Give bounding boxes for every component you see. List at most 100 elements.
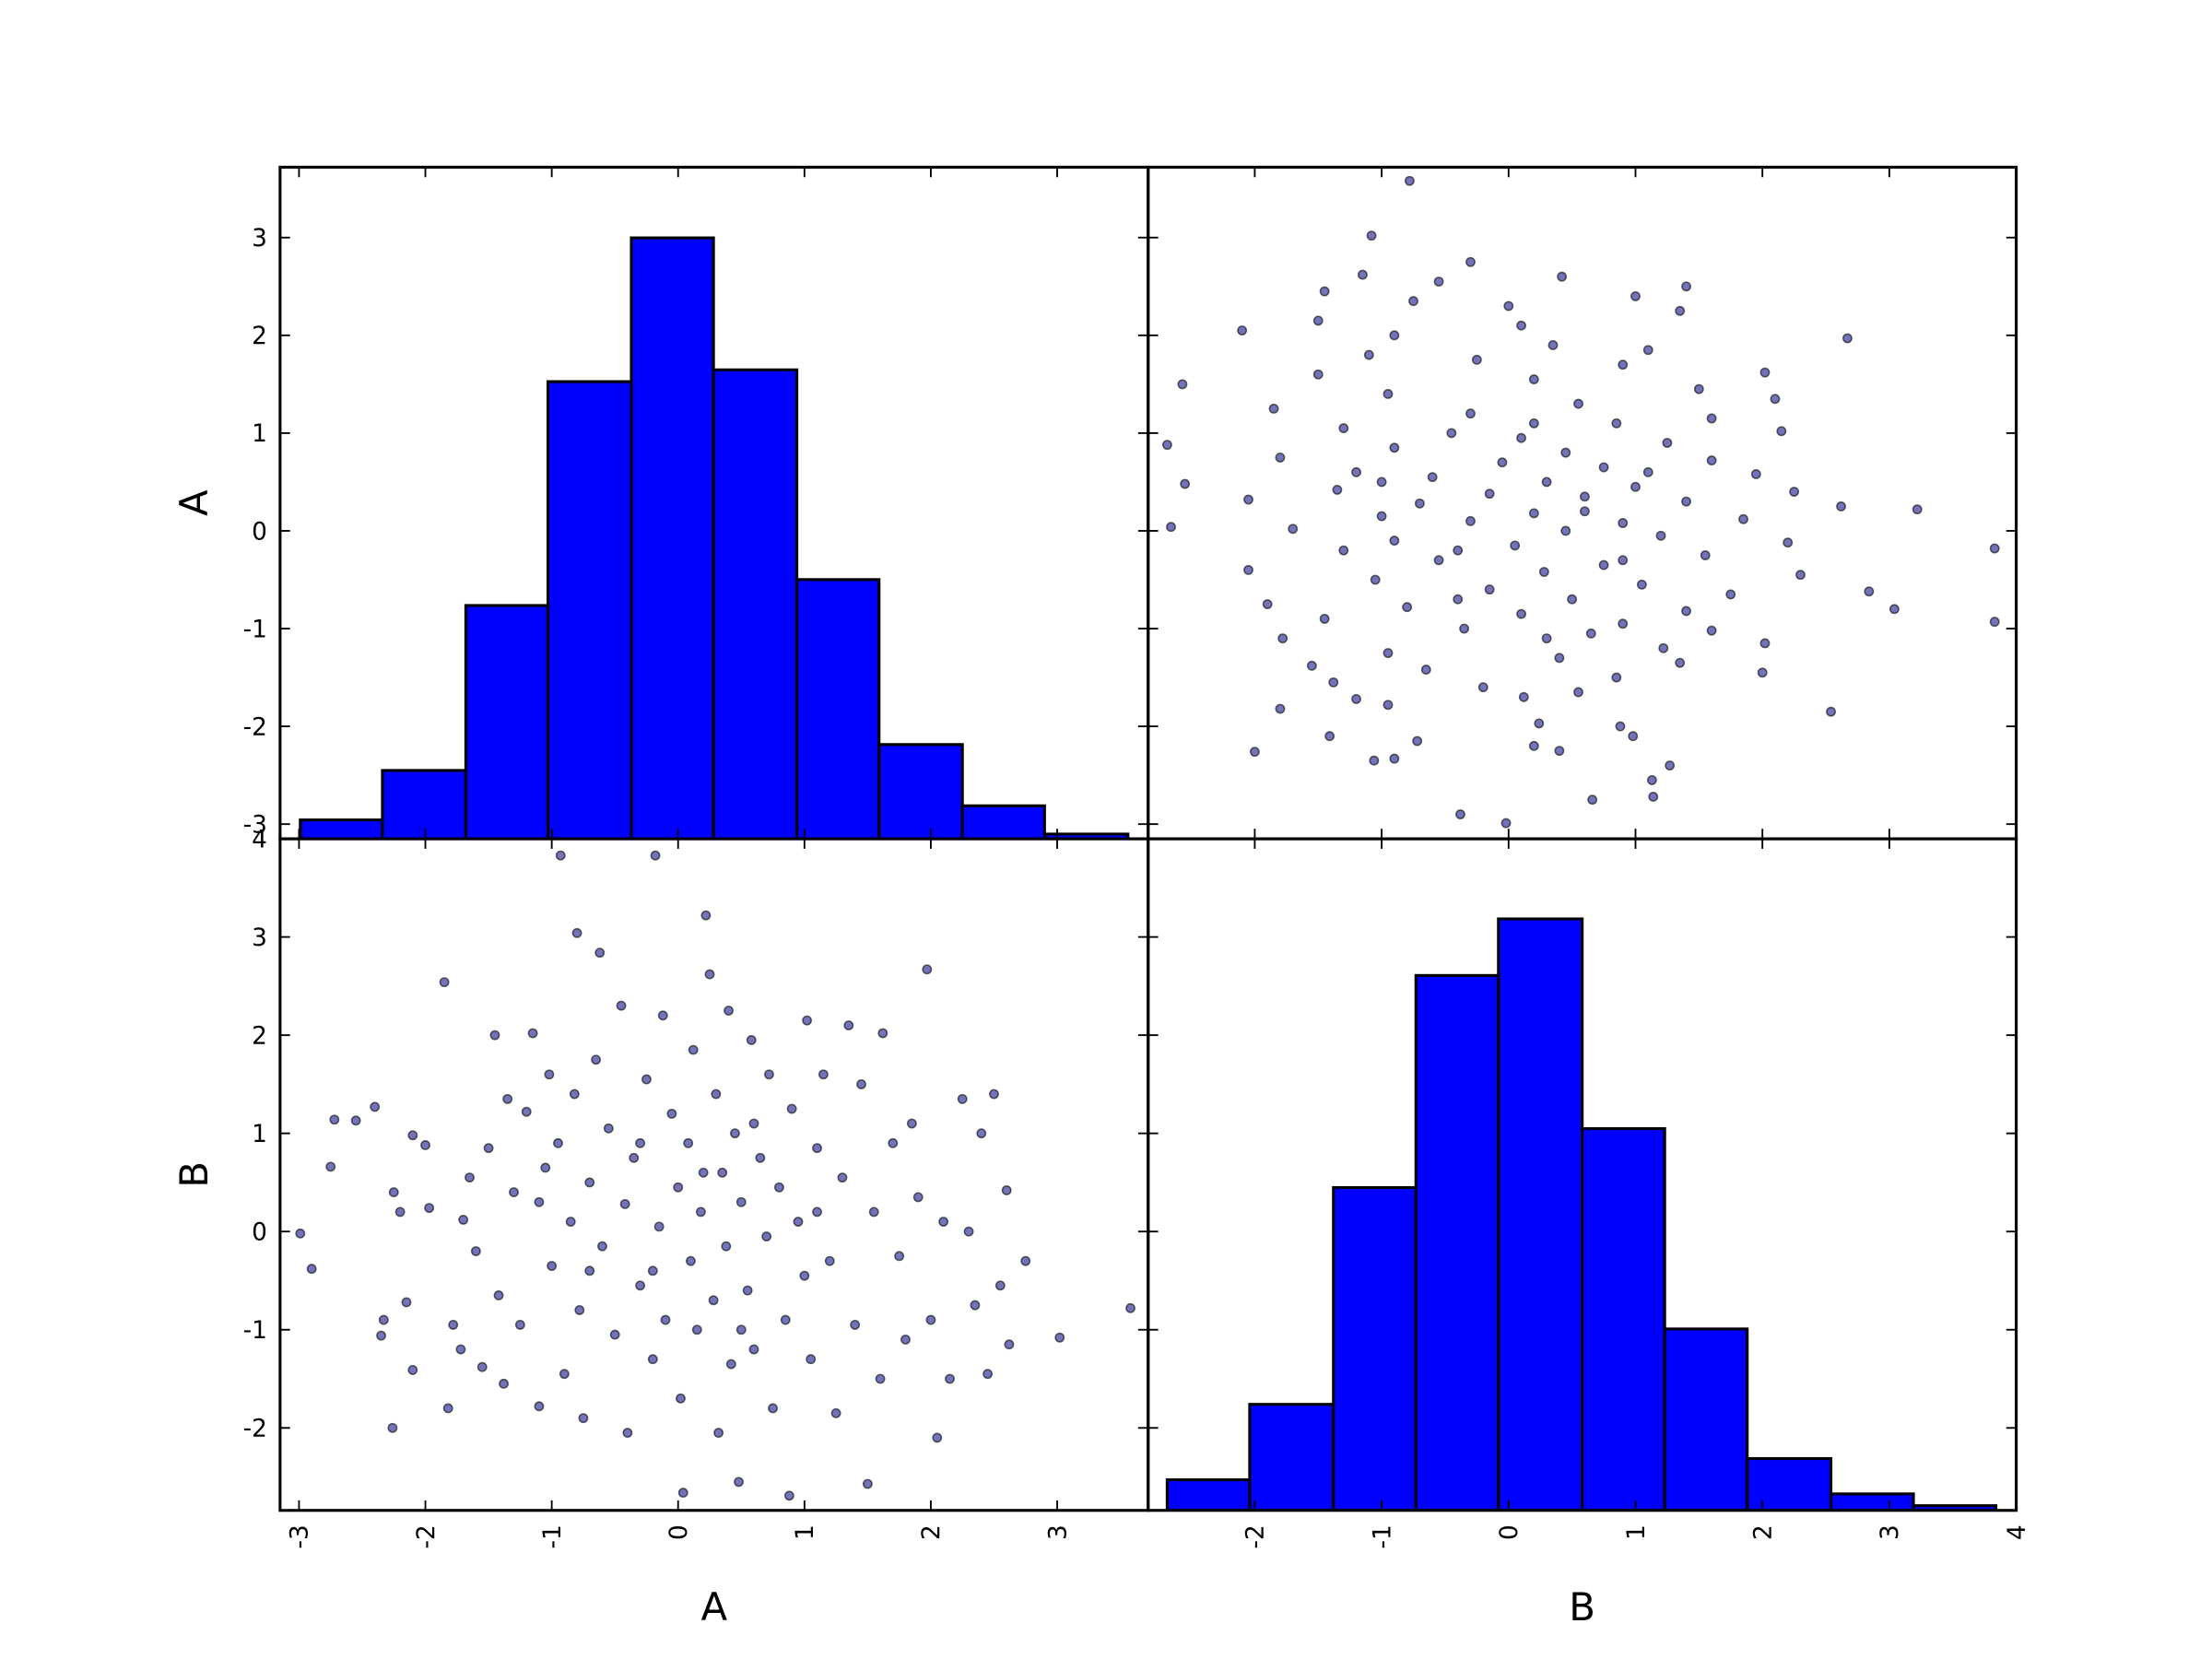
point [660, 1314, 671, 1325]
x-tick-label: 1 [1623, 1524, 1651, 1540]
point [1528, 508, 1539, 519]
point [1484, 488, 1495, 500]
point [1389, 535, 1400, 546]
point [1420, 665, 1431, 676]
point [932, 1432, 943, 1443]
point [1842, 333, 1853, 344]
point [1611, 418, 1622, 429]
x-tick-label: -3 [287, 1524, 314, 1548]
point [647, 1354, 658, 1365]
hist-bar [464, 604, 550, 840]
panel-content [299, 236, 1130, 840]
point [1706, 413, 1717, 424]
point [1538, 567, 1549, 577]
point [695, 1206, 706, 1218]
point [1655, 530, 1666, 541]
point [1836, 501, 1846, 512]
point [1912, 504, 1923, 515]
point [594, 947, 606, 959]
point [1125, 1302, 1135, 1313]
hist-bar [1912, 1504, 1998, 1511]
point [1618, 555, 1629, 566]
hist-bar [299, 818, 384, 840]
point [1706, 455, 1717, 466]
point [700, 910, 712, 921]
point [773, 1182, 784, 1193]
point [1376, 477, 1387, 488]
hist-bar [381, 769, 467, 840]
point [1453, 594, 1464, 605]
hist-bar [1746, 1456, 1833, 1511]
y-tick-label: -2 [243, 713, 267, 741]
point [1557, 271, 1568, 282]
point [424, 1203, 435, 1214]
point [856, 1078, 866, 1089]
point [578, 1413, 589, 1424]
point [521, 1106, 532, 1117]
point [1277, 633, 1288, 644]
point [555, 850, 566, 861]
point [1618, 618, 1629, 629]
point [1681, 606, 1692, 617]
point [900, 1334, 911, 1345]
point [1618, 518, 1629, 528]
point [420, 1140, 430, 1150]
point [1675, 305, 1686, 316]
point [970, 1300, 981, 1311]
point [540, 1162, 551, 1173]
point [1658, 642, 1669, 653]
point [994, 1280, 1006, 1291]
point [786, 1103, 797, 1114]
point [812, 1143, 822, 1154]
point [1312, 315, 1324, 326]
point [1177, 379, 1188, 390]
point [1180, 478, 1191, 489]
point [1510, 540, 1521, 551]
point [780, 1314, 791, 1325]
point [976, 1128, 987, 1139]
point [657, 1010, 668, 1021]
y-tick-label: 1 [252, 1121, 267, 1148]
hist-bar [1663, 1327, 1749, 1511]
point [746, 1035, 757, 1045]
point [499, 1378, 509, 1389]
point [748, 1344, 759, 1355]
point [388, 1187, 399, 1198]
y-tick-label: 3 [252, 924, 267, 952]
point [1598, 559, 1609, 571]
point [666, 1108, 677, 1119]
point [1408, 296, 1418, 307]
point [439, 977, 450, 988]
point [544, 1069, 555, 1080]
point [1789, 487, 1800, 497]
y-tick-label: -2 [243, 1416, 267, 1443]
point [1389, 330, 1400, 341]
x-tick-label: -1 [1369, 1524, 1396, 1548]
x-tick-label: 3 [1877, 1524, 1904, 1540]
point [401, 1297, 412, 1308]
point [329, 1114, 340, 1125]
point [1319, 286, 1330, 297]
point [635, 1137, 646, 1148]
y-tick-label: 0 [252, 1219, 267, 1247]
point [1554, 653, 1565, 664]
point [1681, 281, 1692, 292]
point [650, 850, 661, 861]
point [376, 1330, 386, 1341]
point [1662, 438, 1673, 448]
point [1338, 423, 1349, 434]
point [989, 1088, 999, 1100]
point [565, 1217, 576, 1227]
point [493, 1290, 504, 1300]
point [653, 1221, 665, 1232]
point [483, 1143, 494, 1154]
point [1757, 667, 1768, 678]
point [571, 927, 582, 938]
point [686, 1255, 696, 1266]
point [619, 1198, 630, 1209]
x-axis-label: B [1569, 1584, 1595, 1630]
point [1389, 753, 1400, 764]
point [812, 1206, 822, 1218]
hist-bar [1248, 1403, 1335, 1511]
